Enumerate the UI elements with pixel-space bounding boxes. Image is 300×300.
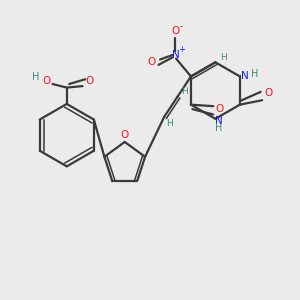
Text: O: O (264, 88, 272, 98)
Text: O: O (171, 26, 180, 36)
Text: H: H (251, 69, 258, 79)
Text: -: - (180, 22, 183, 31)
Text: N: N (215, 116, 223, 126)
Text: O: O (42, 76, 51, 86)
Text: +: + (178, 45, 185, 54)
Text: H: H (32, 73, 40, 82)
Text: O: O (147, 58, 155, 68)
Text: H: H (166, 119, 173, 128)
Text: O: O (215, 103, 223, 113)
Text: N: N (172, 50, 179, 60)
Text: H: H (220, 53, 227, 62)
Text: O: O (120, 130, 128, 140)
Text: H: H (215, 123, 223, 133)
Text: H: H (182, 87, 188, 96)
Text: N: N (241, 70, 249, 80)
Text: O: O (85, 76, 94, 86)
